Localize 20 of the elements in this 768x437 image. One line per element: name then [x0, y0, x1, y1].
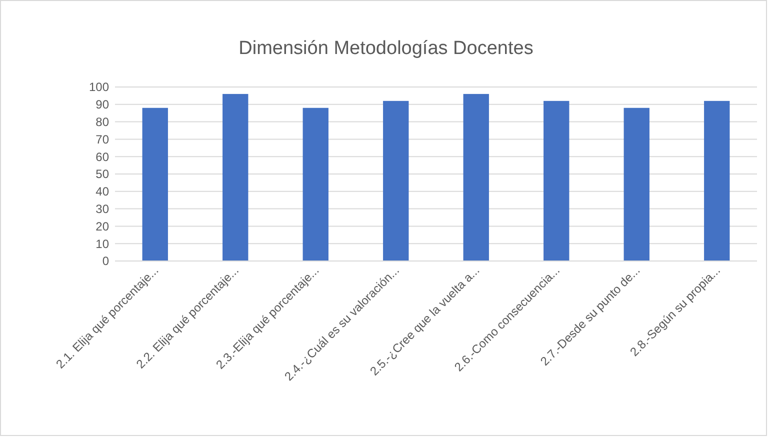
y-tick-label: 80 [96, 115, 110, 129]
bar [624, 108, 650, 261]
y-tick-label: 90 [96, 98, 110, 112]
bar [463, 94, 489, 261]
y-tick-label: 10 [96, 236, 110, 251]
y-tick-label: 0 [102, 254, 110, 268]
bar [383, 100, 409, 261]
chart-title: Dimensión Metodologías Docentes [238, 38, 534, 59]
bar [142, 108, 168, 261]
y-tick-label: 40 [96, 184, 110, 199]
y-tick-label: 20 [96, 219, 110, 234]
bar [704, 100, 730, 261]
y-tick-label: 30 [96, 202, 110, 216]
bar [544, 100, 570, 261]
y-tick-label: 100 [88, 80, 110, 94]
bar [302, 108, 328, 261]
y-tick-label: 60 [96, 150, 110, 164]
bar [222, 94, 248, 261]
y-tick-label: 70 [96, 132, 110, 146]
y-tick-label: 50 [96, 167, 110, 182]
